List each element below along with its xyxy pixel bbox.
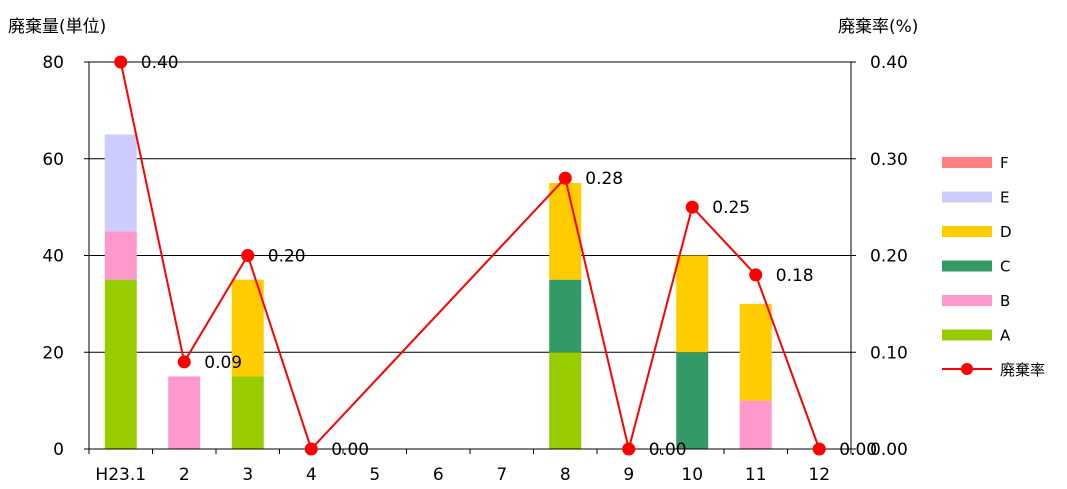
bar-segment-C-8 bbox=[549, 279, 582, 353]
x-tick-label: 10 bbox=[681, 465, 703, 485]
y-left-tick-label: 0 bbox=[53, 440, 64, 460]
legend-label-F: F bbox=[1000, 154, 1009, 172]
y-right-tick-label: 0.00 bbox=[870, 440, 908, 460]
y-right-tick-label: 0.40 bbox=[870, 53, 908, 73]
y-right-tick-label: 0.30 bbox=[870, 150, 908, 170]
y-left-tick-label: 20 bbox=[42, 343, 64, 363]
bar-segment-A-3 bbox=[231, 376, 264, 449]
legend-swatch-E bbox=[942, 191, 992, 203]
rate-point-11 bbox=[749, 268, 763, 282]
bar-segment-E-H23.1 bbox=[104, 134, 137, 232]
legend-label-E: E bbox=[1000, 189, 1009, 207]
x-tick-label: 5 bbox=[369, 465, 380, 485]
bar-segment-C-10 bbox=[676, 352, 709, 449]
y-right-tick-label: 0.10 bbox=[870, 343, 908, 363]
bar-segment-B-H23.1 bbox=[104, 231, 137, 280]
rate-data-label: 0.09 bbox=[204, 353, 242, 373]
bar-segment-D-3 bbox=[231, 279, 264, 377]
y-left-tick-label: 40 bbox=[42, 247, 64, 267]
rate-point-4 bbox=[304, 442, 318, 456]
legend-label-D: D bbox=[1000, 223, 1012, 241]
legend-swatch-F bbox=[942, 157, 992, 168]
y-left-axis-title: 廃棄量(単位) bbox=[8, 17, 106, 37]
x-tick-label: 11 bbox=[745, 465, 767, 485]
rate-data-label: 0.00 bbox=[331, 440, 369, 460]
axes bbox=[84, 61, 856, 454]
legend-label-C: C bbox=[1000, 258, 1010, 276]
bar-segment-B-2 bbox=[168, 376, 201, 449]
rate-point-8 bbox=[558, 171, 572, 185]
rate-data-label: 0.40 bbox=[141, 53, 179, 73]
legend-swatch-B bbox=[942, 295, 992, 306]
rate-data-label: 0.00 bbox=[649, 440, 687, 460]
y-right-tick-label: 0.20 bbox=[870, 247, 908, 267]
x-tick-label: H23.1 bbox=[95, 465, 146, 485]
legend-label-A: A bbox=[1000, 327, 1011, 345]
legend-marker-rate bbox=[961, 363, 973, 375]
x-tick-label: 9 bbox=[623, 465, 634, 485]
rate-data-label: 0.20 bbox=[268, 247, 306, 267]
rate-data-label: 0.25 bbox=[712, 198, 750, 218]
y-right-axis-title: 廃棄率(%) bbox=[838, 17, 918, 37]
x-tick-label: 6 bbox=[433, 465, 444, 485]
x-tick-label: 12 bbox=[808, 465, 830, 485]
bar-segment-D-10 bbox=[676, 255, 709, 353]
rate-point-9 bbox=[622, 442, 636, 456]
legend-swatch-C bbox=[942, 260, 992, 272]
legend-label-B: B bbox=[1000, 292, 1010, 310]
rate-point-12 bbox=[812, 442, 826, 456]
bar-segment-D-11 bbox=[739, 303, 772, 401]
x-tick-label: 4 bbox=[306, 465, 317, 485]
bar-segment-D-8 bbox=[549, 182, 582, 280]
rate-point-H23.1 bbox=[114, 55, 128, 69]
rate-data-labels: 0.40 0.09 0.20 0.00 0.28 0.00 0.25 0.18 0.00 bbox=[141, 53, 877, 460]
rate-data-label: 0.00 bbox=[839, 440, 877, 460]
legend-label-rate: 廃棄率 bbox=[1000, 361, 1045, 379]
rate-data-label: 0.18 bbox=[776, 266, 814, 286]
y-left-tick-label: 60 bbox=[42, 150, 64, 170]
legend-swatch-A bbox=[942, 329, 992, 341]
rate-line-series bbox=[114, 55, 826, 456]
legend-swatch-D bbox=[942, 226, 992, 237]
bar-segment-A-8 bbox=[549, 352, 582, 449]
bar-segment-A-H23.1 bbox=[104, 279, 137, 449]
stacked-bars bbox=[104, 134, 772, 449]
rate-data-label: 0.28 bbox=[585, 169, 623, 189]
x-tick-label: 8 bbox=[560, 465, 571, 485]
rate-point-10 bbox=[685, 200, 699, 214]
x-tick-label: 2 bbox=[179, 465, 190, 485]
bar-segment-B-11 bbox=[739, 400, 772, 449]
rate-point-2 bbox=[177, 355, 191, 369]
x-tick-label: 3 bbox=[242, 465, 253, 485]
x-tick-label: 7 bbox=[496, 465, 507, 485]
y-left-tick-label: 80 bbox=[42, 53, 64, 73]
tick-labels: 0 20 40 60 80 0.00 0.10 0.20 0.30 0.40 H23.1 2 3 4 5 6 7… bbox=[42, 53, 908, 485]
rate-point-3 bbox=[241, 249, 255, 262]
